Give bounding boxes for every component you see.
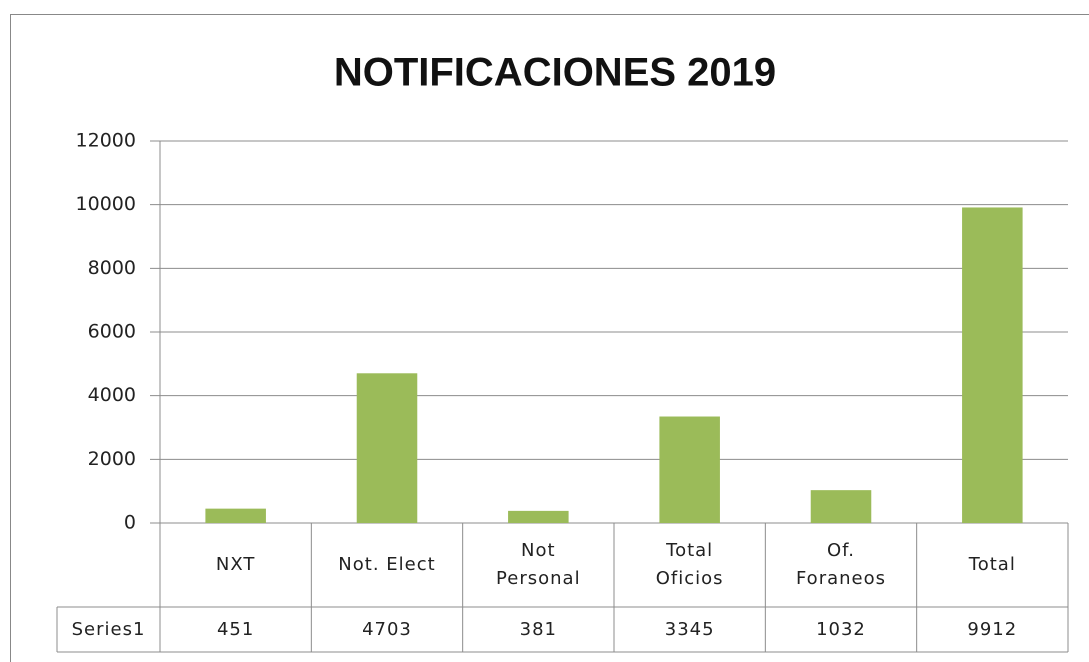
table-value: 4703 [362, 618, 412, 640]
x-tick-label-box: Not. Elect [338, 554, 436, 575]
x-tick-label: Of. Foraneos [795, 540, 886, 589]
y-tick-label: 12000 [76, 130, 136, 152]
bar [962, 207, 1023, 523]
x-tick-label-box: Not Personal [496, 540, 581, 589]
y-tick-label: 6000 [88, 321, 136, 343]
bar [508, 510, 569, 523]
table-value: 9912 [967, 618, 1018, 640]
bar [356, 373, 418, 523]
x-tick-label: Total Oficios [655, 540, 724, 589]
chart-border [10, 14, 1089, 662]
x-tick-label-box: Total [968, 554, 1016, 575]
y-tick-label: 4000 [88, 384, 136, 406]
table-value-box: 381 [519, 618, 557, 640]
x-tick-label: Not Personal [496, 540, 581, 589]
table-value: 381 [519, 618, 557, 640]
legend-label-box: Series1 [71, 618, 146, 640]
x-tick-label: Total [968, 554, 1016, 575]
table-value-box: 451 [216, 618, 255, 640]
legend-label: Series1 [71, 618, 146, 640]
x-tick-label-box: Total Oficios [655, 540, 724, 589]
x-tick-label-box: NXT [215, 554, 256, 575]
y-tick-label: 8000 [88, 257, 136, 279]
table-value-box: 1032 [816, 618, 866, 640]
x-tick-label-box: Of. Foraneos [795, 540, 886, 589]
chart-title: NOTIFICACIONES 2019 [334, 51, 776, 95]
table-value-box: 4703 [362, 618, 412, 640]
bar [205, 508, 266, 523]
x-tick-label: NXT [215, 554, 256, 575]
table-value-box: 3345 [664, 618, 715, 640]
y-tick-label: 2000 [88, 448, 136, 470]
table-value-box: 9912 [967, 618, 1018, 640]
x-tick-label: Not. Elect [338, 554, 436, 575]
table-value: 3345 [664, 618, 715, 640]
table-value: 451 [216, 618, 255, 640]
table-value: 1032 [816, 618, 866, 640]
y-tick-label: 0 [124, 512, 136, 534]
bar [659, 416, 720, 523]
y-tick-label: 10000 [76, 193, 136, 215]
bar [810, 490, 872, 523]
